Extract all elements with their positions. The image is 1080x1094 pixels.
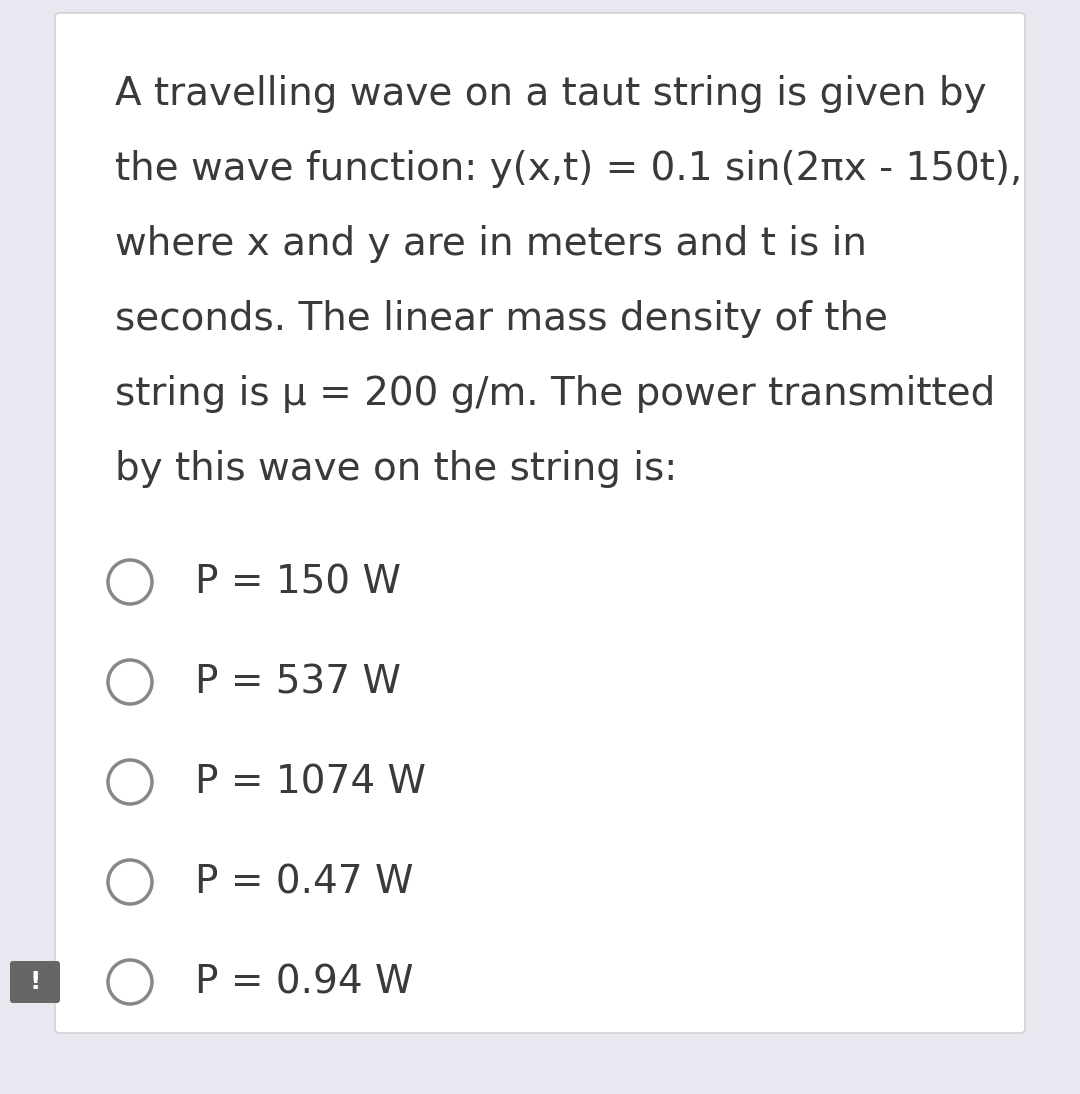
Text: string is μ = 200 g/m. The power transmitted: string is μ = 200 g/m. The power transmi… xyxy=(114,375,996,414)
Text: by this wave on the string is:: by this wave on the string is: xyxy=(114,450,677,488)
Text: P = 0.94 W: P = 0.94 W xyxy=(195,963,414,1001)
FancyBboxPatch shape xyxy=(10,961,60,1003)
Text: !: ! xyxy=(29,970,41,994)
Text: A travelling wave on a taut string is given by: A travelling wave on a taut string is gi… xyxy=(114,75,986,113)
Text: where x and y are in meters and t is in: where x and y are in meters and t is in xyxy=(114,225,867,263)
Text: P = 150 W: P = 150 W xyxy=(195,563,401,601)
FancyBboxPatch shape xyxy=(55,13,1025,1033)
Text: P = 537 W: P = 537 W xyxy=(195,663,401,701)
Text: seconds. The linear mass density of the: seconds. The linear mass density of the xyxy=(114,300,888,338)
Text: P = 0.47 W: P = 0.47 W xyxy=(195,863,414,901)
Text: the wave function: y(x,t) = 0.1 sin(2πx - 150t),: the wave function: y(x,t) = 0.1 sin(2πx … xyxy=(114,150,1023,188)
Text: P = 1074 W: P = 1074 W xyxy=(195,763,426,801)
